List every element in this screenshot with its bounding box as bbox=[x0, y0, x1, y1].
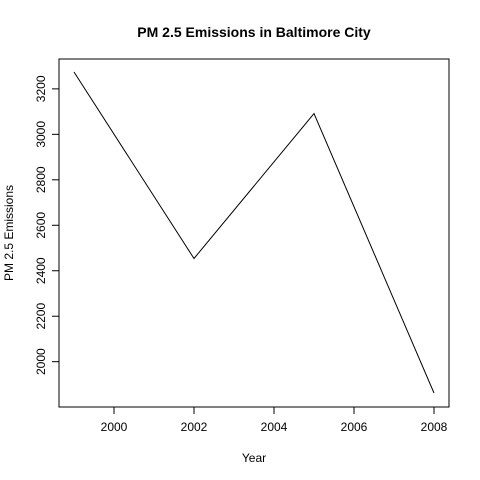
y-tick-label: 2600 bbox=[34, 212, 48, 239]
y-tick-label: 2400 bbox=[34, 257, 48, 284]
y-axis: 2000 2200 2400 2600 2800 3000 3200 bbox=[34, 75, 60, 375]
y-axis-title: PM 2.5 Emissions bbox=[2, 185, 16, 281]
x-axis: 2000 2002 2004 2006 2008 bbox=[101, 406, 448, 434]
series-layer bbox=[73, 71, 435, 394]
series-line bbox=[73, 71, 435, 394]
x-tick-label: 2000 bbox=[101, 420, 128, 434]
y-tick-label: 2800 bbox=[34, 166, 48, 193]
x-tick-label: 2002 bbox=[181, 420, 208, 434]
y-tick-label: 2200 bbox=[34, 303, 48, 330]
y-tick-label: 3000 bbox=[34, 121, 48, 148]
chart-title: PM 2.5 Emissions in Baltimore City bbox=[137, 24, 371, 40]
x-tick-label: 2006 bbox=[341, 420, 368, 434]
y-tick-label: 2000 bbox=[34, 348, 48, 375]
y-tick-label: 3200 bbox=[34, 75, 48, 102]
x-axis-title: Year bbox=[242, 451, 266, 465]
x-tick-label: 2004 bbox=[261, 420, 288, 434]
x-tick-label: 2008 bbox=[421, 420, 448, 434]
